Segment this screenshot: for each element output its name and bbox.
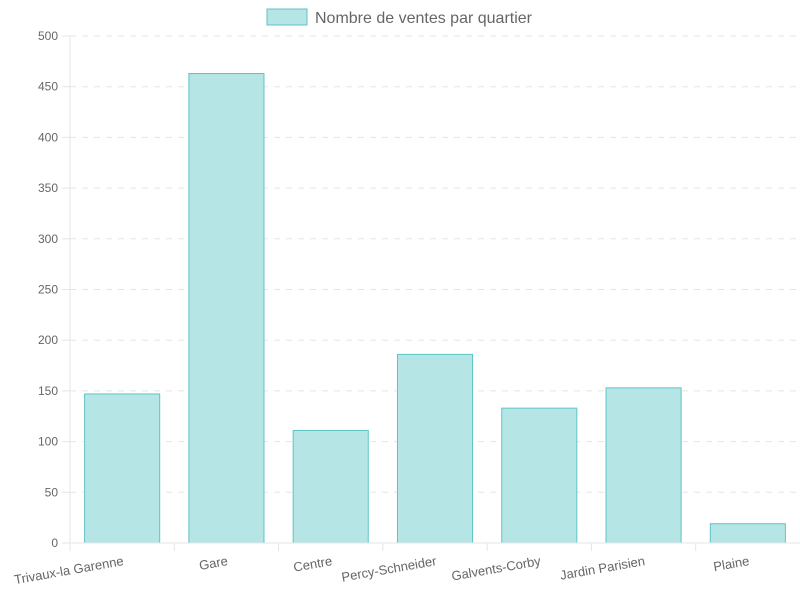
- y-tick-label: 150: [38, 384, 58, 398]
- x-tick-label: Plaine: [712, 553, 750, 574]
- y-tick-label: 300: [38, 232, 58, 246]
- y-tick-label: 350: [38, 181, 58, 195]
- bar[interactable]: [709, 523, 786, 544]
- bar[interactable]: [396, 353, 474, 544]
- y-tick-label: 250: [38, 283, 58, 297]
- x-tick-label: Gare: [198, 553, 229, 573]
- bars: [84, 73, 786, 544]
- y-tick-label: 450: [38, 80, 58, 94]
- y-tick-label: 400: [38, 130, 58, 144]
- x-tick-label: Percy-Schneider: [340, 553, 438, 585]
- x-tick-label: Galvents-Corby: [450, 553, 542, 584]
- x-tick-label: Centre: [292, 553, 333, 575]
- bar[interactable]: [188, 73, 265, 544]
- bar[interactable]: [501, 407, 578, 544]
- y-tick-label: 50: [45, 485, 59, 499]
- legend-label[interactable]: Nombre de ventes par quartier: [315, 10, 533, 27]
- legend[interactable]: Nombre de ventes par quartier: [266, 8, 533, 27]
- y-tick-label: 0: [51, 536, 58, 550]
- bar[interactable]: [605, 387, 682, 544]
- bar[interactable]: [84, 393, 161, 544]
- x-tick-label: Jardin Parisien: [559, 553, 646, 583]
- y-tick-label: 200: [38, 333, 58, 347]
- y-tick-label: 100: [38, 435, 58, 449]
- legend-swatch[interactable]: [266, 8, 308, 26]
- y-tick-label: 500: [38, 29, 58, 43]
- x-tick-label: Trivaux-la Garenne: [13, 553, 125, 587]
- bar[interactable]: [292, 429, 369, 544]
